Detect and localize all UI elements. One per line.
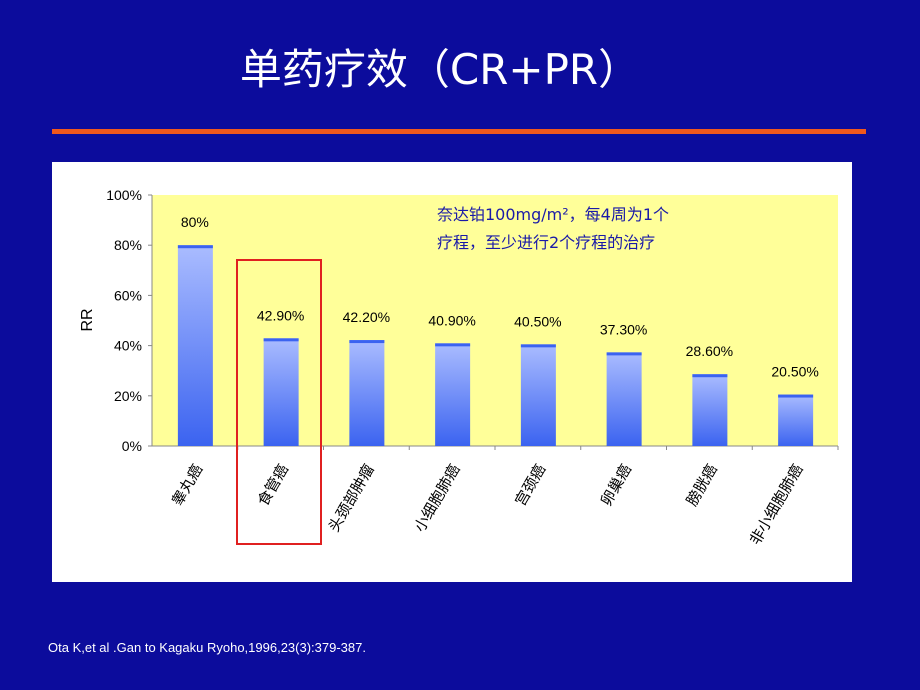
data-label: 37.30% <box>600 321 647 337</box>
y-tick-label: 0% <box>122 438 142 454</box>
category-label: 膀胱癌 <box>683 461 721 509</box>
category-label: 宫颈癌 <box>511 461 549 509</box>
bar <box>263 338 299 446</box>
data-label: 42.90% <box>257 307 304 323</box>
category-label: 头颈部肿瘤 <box>325 461 378 535</box>
bar-cap <box>435 343 471 347</box>
title-divider <box>52 129 866 134</box>
bar-cap <box>263 338 299 342</box>
data-label: 80% <box>181 214 209 230</box>
bar <box>435 343 471 446</box>
category-label: 非小细胞肺癌 <box>746 461 807 548</box>
category-label: 睾丸癌 <box>168 461 206 509</box>
annotation-line-2: 疗程，至少进行2个疗程的治疗 <box>437 233 655 252</box>
data-label: 20.50% <box>771 364 818 380</box>
annotation-line-1: 奈达铂100mg/m²，每4周为1个 <box>437 205 669 224</box>
bar <box>606 352 642 446</box>
highlight-box <box>236 259 322 545</box>
category-label: 卵巢癌 <box>597 461 635 509</box>
category-label: 小细胞肺癌 <box>410 461 463 535</box>
bar <box>520 344 556 446</box>
bar <box>349 340 385 446</box>
y-axis-label: RR <box>79 308 96 331</box>
bar <box>177 245 213 446</box>
category-label: 食管癌 <box>254 461 292 509</box>
y-tick-label: 80% <box>114 237 142 253</box>
y-tick-label: 60% <box>114 287 142 303</box>
bar-cap <box>692 374 728 378</box>
slide-title: 单药疗效（CR+PR） <box>239 45 641 94</box>
bar <box>692 374 728 446</box>
data-label: 42.20% <box>343 309 390 325</box>
bar <box>778 394 814 446</box>
bar-cap <box>606 352 642 356</box>
y-tick-label: 40% <box>114 338 142 354</box>
data-label: 28.60% <box>686 343 733 359</box>
y-tick-label: 20% <box>114 388 142 404</box>
citation: Ota K,et al .Gan to Kagaku Ryoho,1996,23… <box>48 640 366 655</box>
data-label: 40.50% <box>514 313 561 329</box>
bar-cap <box>520 344 556 348</box>
data-label: 40.90% <box>428 312 475 328</box>
bar-cap <box>778 394 814 398</box>
y-tick-label: 100% <box>106 187 142 203</box>
bar-cap <box>177 245 213 249</box>
bar-cap <box>349 340 385 344</box>
